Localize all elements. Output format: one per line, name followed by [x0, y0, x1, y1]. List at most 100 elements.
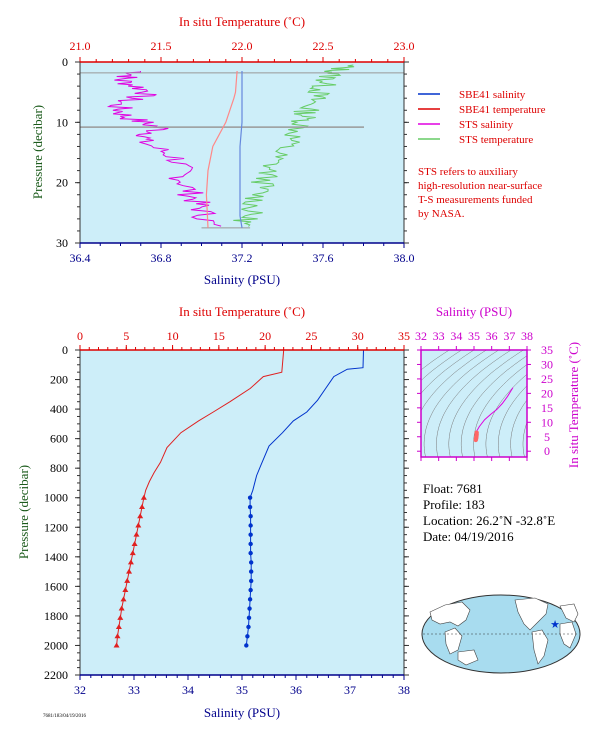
bottom-pressure-tick-label: 2000: [44, 638, 68, 652]
density-contour: [421, 350, 487, 412]
salinity-point: [248, 578, 254, 584]
salinity-point: [248, 541, 253, 547]
ts-salinity-tick-label: 32: [415, 329, 427, 343]
note-line: T-S measurements funded: [418, 194, 533, 206]
density-contour: [485, 373, 527, 457]
ts-salinity-tick-label: 36: [486, 329, 498, 343]
top-salinity-tick-label: 38.0: [394, 251, 415, 265]
profile-number: Profile: 183: [423, 497, 485, 512]
top-temperature-axis-label: In situ Temperature (˚C): [179, 14, 305, 29]
bottom-temperature-tick-label: 5: [123, 329, 129, 343]
bottom-salinity-tick-label: 35: [236, 683, 248, 697]
top-temperature-tick-label: 22.5: [313, 39, 334, 53]
bottom-pressure-tick-label: 800: [50, 461, 68, 475]
temperature-point: [122, 587, 129, 593]
top-series-group: [80, 64, 404, 229]
footer-code: 7681/183/04/19/2016: [43, 714, 87, 719]
top-panel: 21.0 21.5 22.0 22.5 23.0 36.4 36.8 37.2 37.6 38.0…: [30, 14, 415, 287]
temperature-point: [113, 642, 120, 648]
sbe41-temperature-profile: [143, 349, 285, 498]
salinity-point: [248, 523, 253, 528]
salinity-point: [246, 624, 251, 630]
temperature-point: [129, 550, 136, 556]
salinity-point: [245, 634, 250, 639]
temperature-point: [114, 633, 121, 639]
sts-note: STS refers to auxiliary high-resolution …: [418, 166, 542, 220]
bottom-series-group: [113, 349, 364, 648]
bottom-panel: 0 5 10 15 20 25 30 35 32 33 34 35 36 37 38 0 200 400 600 80…: [16, 304, 410, 720]
top-salinity-tick-label: 37.2: [232, 251, 253, 265]
density-contour: [448, 350, 524, 457]
bottom-pressure-tick-label: 2200: [44, 668, 68, 682]
note-line: STS refers to auxiliary: [418, 166, 518, 178]
bottom-temperature-tick-label: 25: [305, 329, 317, 343]
ts-temperature-axis-label: In situ Temperature (˚C): [566, 342, 581, 468]
top-temperature-tick-label: 21.0: [70, 39, 91, 53]
ts-temperature-tick-label: 0: [544, 444, 550, 458]
sbe41-temperature-line: [205, 70, 238, 228]
salinity-point: [248, 587, 253, 593]
bottom-temperature-tick-label: 0: [77, 329, 83, 343]
legend-label: STS temperature: [459, 134, 533, 146]
density-contour: [498, 385, 527, 457]
bottom-pressure-tick-label: 400: [50, 402, 68, 416]
float-location-marker: ★: [550, 619, 560, 631]
ts-temperature-tick-label: 30: [541, 357, 553, 371]
salinity-point: [244, 643, 249, 648]
salinity-point: [247, 597, 253, 602]
temperature-point: [131, 540, 138, 546]
top-pressure-tick-label: 20: [56, 176, 68, 190]
top-axes: 21.0 21.5 22.0 22.5 23.0 36.4 36.8 37.2 37.6 38.0…: [56, 39, 415, 265]
note-line: by NASA.: [418, 208, 465, 220]
float-info: Float: 7681 Profile: 183 Location: 26.2˚…: [423, 481, 555, 544]
top-pressure-tick-label: 0: [62, 55, 68, 69]
ts-temperature-tick-label: 25: [541, 372, 553, 386]
continent-southeast-asia: [444, 627, 463, 655]
location: Location: 26.2˚N -32.8˚E: [423, 513, 555, 528]
sts-salinity-line: [106, 70, 222, 227]
density-contour: [421, 350, 450, 371]
ts-series-group: [473, 387, 514, 443]
salinity-point: [248, 532, 253, 537]
continent-australia: [457, 649, 479, 666]
bottom-pressure-tick-label: 1200: [44, 520, 68, 534]
salinity-point: [247, 495, 253, 500]
bottom-salinity-axis-label: Salinity (PSU): [204, 705, 280, 720]
top-salinity-tick-label: 36.8: [151, 251, 172, 265]
bottom-pressure-tick-label: 1600: [44, 579, 68, 593]
temperature-point: [126, 568, 133, 574]
sbe41-salinity-line: [239, 71, 243, 228]
density-contour: [510, 399, 527, 457]
salinity-point: [247, 606, 252, 611]
continent-europe: [559, 603, 579, 623]
temperature-point: [135, 522, 142, 528]
salinity-point: [248, 569, 254, 574]
temperature-point: [118, 605, 125, 611]
salinity-point: [248, 513, 253, 519]
ts-salinity-tick-label: 35: [468, 329, 480, 343]
ts-temperature-tick-label: 10: [541, 415, 553, 429]
float-id: Float: 7681: [423, 481, 483, 496]
ts-temperature-tick-label: 35: [541, 343, 553, 357]
temperature-point: [120, 596, 127, 602]
top-pressure-axis-label: Pressure (decibar): [30, 105, 45, 199]
density-contour: [522, 421, 527, 457]
ts-temperature-tick-label: 20: [541, 386, 553, 400]
bottom-pressure-tick-label: 1400: [44, 550, 68, 564]
ts-salinity-tick-label: 34: [450, 329, 462, 343]
bottom-temperature-tick-label: 30: [352, 329, 364, 343]
top-salinity-tick-label: 37.6: [313, 251, 334, 265]
salinity-point: [248, 550, 253, 556]
bottom-axes: 0 5 10 15 20 25 30 35 32 33 34 35 36 37 38 0 200 400 600 80…: [44, 329, 410, 697]
density-contour: [421, 350, 475, 394]
ts-salinity-tick-label: 38: [521, 329, 533, 343]
bottom-pressure-tick-label: 0: [62, 343, 68, 357]
temperature-point: [140, 494, 147, 500]
density-contour: [436, 350, 512, 457]
temperature-point: [139, 504, 146, 510]
ts-salinity-axis-label: Salinity (PSU): [436, 304, 512, 319]
bottom-salinity-tick-label: 32: [74, 683, 86, 697]
ts-temperature-tick-label: 5: [544, 430, 550, 444]
